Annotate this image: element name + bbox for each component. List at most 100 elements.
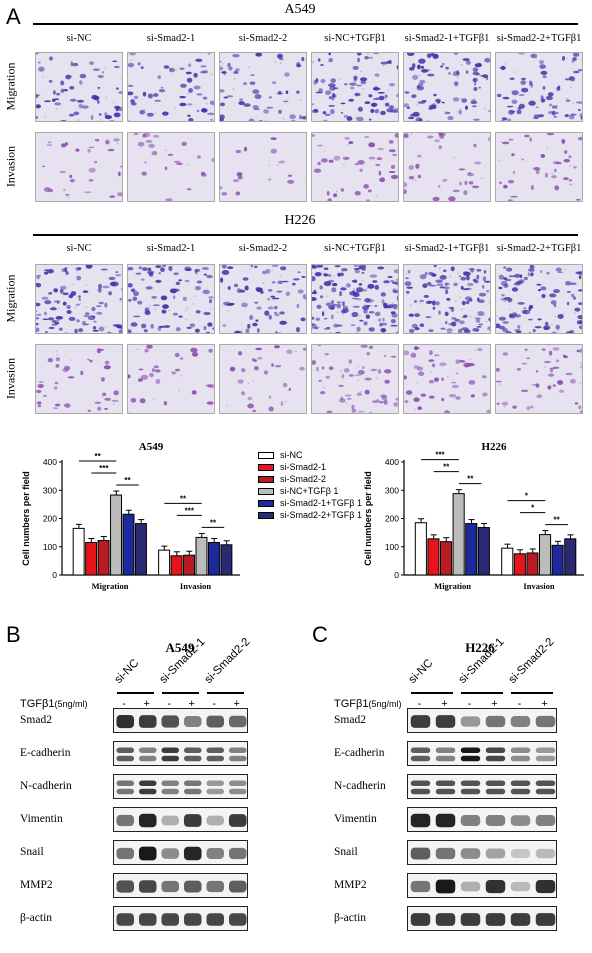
bar [122, 513, 135, 576]
column-label: si-Smad2-2+TGFβ1 [496, 33, 582, 44]
micrograph-image [311, 132, 399, 202]
micrograph-image [35, 264, 123, 334]
treatment-sign: - [167, 698, 172, 710]
protein-band [535, 879, 556, 894]
y-tick-label: 0 [52, 570, 57, 580]
micrograph-image [127, 52, 215, 122]
bar [134, 523, 147, 576]
protein-band [161, 880, 180, 893]
treatment-sign: - [122, 698, 127, 710]
chart-title: A549 [139, 441, 164, 453]
blot-strip [113, 774, 248, 799]
protein-band [183, 814, 202, 827]
y-tick-label: 300 [43, 485, 57, 495]
column-label: si-NC+TGFβ1 [324, 243, 386, 254]
protein-band [510, 780, 531, 786]
protein-band [460, 780, 481, 786]
protein-band [183, 747, 202, 753]
protein-band [410, 715, 431, 728]
bar [452, 493, 465, 576]
bar [551, 544, 564, 576]
legend-label: si-Smad2-1+TGFβ 1 [280, 498, 362, 508]
protein-band [535, 815, 556, 826]
protein-band [510, 747, 531, 753]
protein-band [510, 788, 531, 795]
blot-strip [113, 741, 248, 766]
column-label: si-Smad2-2+TGFβ1 [496, 243, 582, 254]
protein-band [206, 880, 225, 893]
blot-strip [407, 906, 557, 931]
protein-band [228, 913, 247, 926]
protein-label: Vimentin [334, 812, 377, 825]
bar [170, 555, 183, 576]
protein-band [116, 788, 135, 795]
bar [183, 554, 195, 576]
significance-label: ** [467, 475, 474, 484]
protein-label: β-actin [20, 911, 53, 924]
micrograph-image [403, 344, 491, 414]
micrograph-image [403, 264, 491, 334]
protein-band [460, 913, 481, 926]
column-label: si-Smad2-2 [238, 243, 288, 254]
protein-band [410, 880, 431, 893]
micrograph-image [35, 132, 123, 202]
group-underline [411, 692, 453, 694]
blot-strip [113, 807, 248, 832]
column-label: si-Smad2-1 [146, 243, 196, 254]
protein-band [138, 846, 157, 861]
significance-label: ** [124, 476, 131, 485]
legend-label: si-NC [280, 450, 303, 460]
protein-band [138, 880, 157, 893]
bar [72, 527, 85, 576]
legend-label: si-NC+TGFβ 1 [280, 486, 339, 496]
significance-label: * [525, 492, 529, 501]
y-tick-label: 200 [43, 514, 57, 524]
protein-band [228, 814, 247, 827]
protein-label: N-cadherin [334, 779, 386, 792]
significance-label: ** [94, 452, 101, 461]
y-tick-label: 200 [385, 514, 399, 524]
x-category-label: Migration [434, 581, 471, 591]
protein-band [138, 715, 157, 728]
bar [564, 538, 577, 576]
x-category-label: Invasion [523, 581, 554, 591]
legend-item: si-NC+TGFβ 1 [258, 485, 362, 497]
legend-item: si-Smad2-2 [258, 473, 362, 485]
protein-band [183, 780, 202, 786]
protein-band [410, 747, 431, 753]
legend-item: si-NC [258, 449, 362, 461]
protein-band [460, 815, 481, 826]
micrograph-image [495, 264, 583, 334]
micrograph-image [403, 132, 491, 202]
protein-band [161, 747, 180, 753]
blot-strip [407, 873, 557, 898]
blot-strip [407, 840, 557, 865]
bar [220, 544, 233, 576]
y-axis-label: Cell numbers per field [21, 471, 31, 566]
blot-strip [113, 708, 248, 733]
treatment-sign: - [467, 698, 472, 710]
bar [207, 542, 220, 576]
blot-strip [407, 741, 557, 766]
protein-band [183, 880, 202, 893]
micrograph-image [495, 132, 583, 202]
protein-band [206, 755, 225, 762]
protein-band [228, 747, 247, 753]
column-label: si-NC+TGFβ1 [324, 33, 386, 44]
significance-label: ** [553, 516, 560, 525]
significance-label: ** [443, 463, 450, 472]
protein-band [460, 848, 481, 859]
protein-band [161, 848, 180, 859]
protein-label: MMP2 [334, 878, 367, 891]
protein-label: β-actin [334, 911, 367, 924]
protein-label: Smad2 [20, 713, 52, 726]
legend-label: si-Smad2-1 [280, 462, 327, 472]
protein-band [228, 715, 247, 728]
protein-band [535, 715, 556, 728]
column-label: si-NC [66, 243, 92, 254]
treatment-sign: - [417, 698, 422, 710]
column-label: si-Smad2-2 [238, 33, 288, 44]
blot-strip [407, 708, 557, 733]
protein-band [435, 879, 456, 894]
protein-band [183, 913, 202, 926]
